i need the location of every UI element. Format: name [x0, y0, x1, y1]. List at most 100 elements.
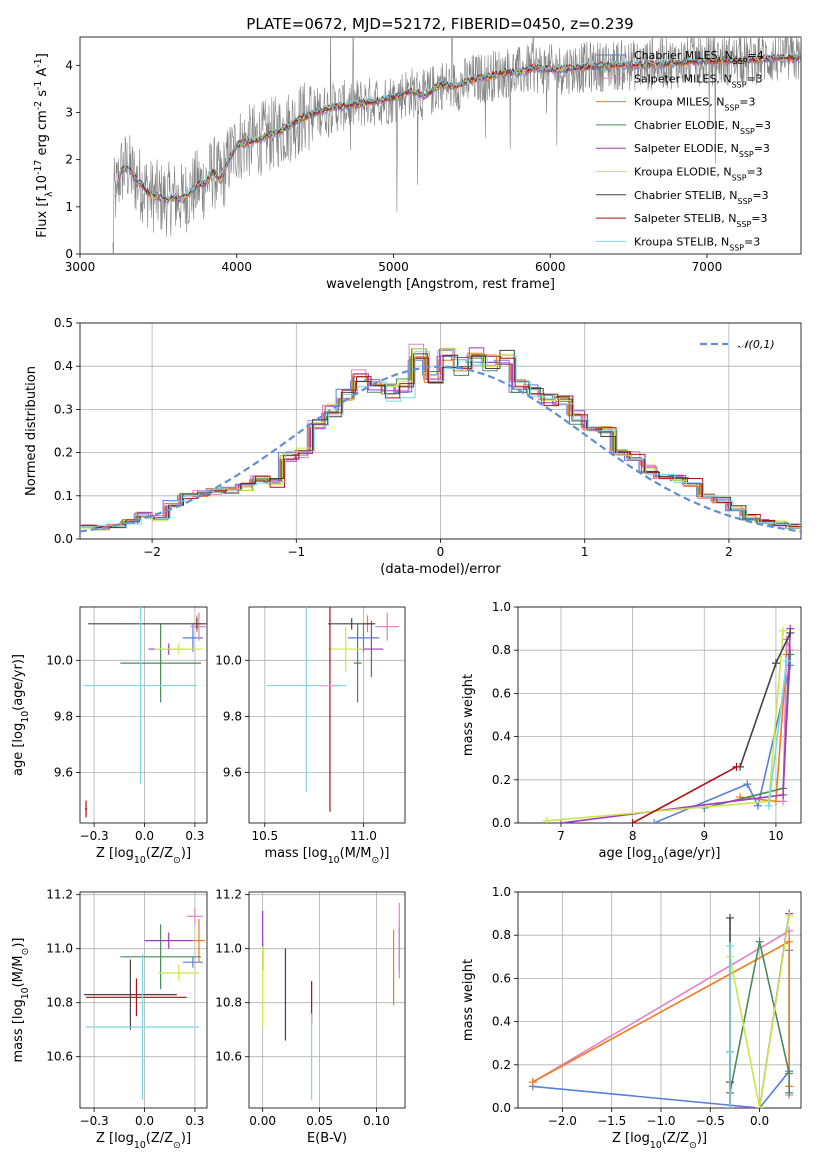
label-span: Salpeter ELODIE, N	[634, 142, 739, 155]
y-tick-label: 3	[65, 105, 73, 119]
weight-marker	[771, 797, 780, 806]
x-tick-label: 0.00	[249, 1114, 276, 1128]
y-tick-label: 0.4	[492, 1015, 511, 1029]
legend-label: Chabrier STELIB, NSSP=3	[634, 189, 769, 206]
weight-line	[546, 630, 784, 822]
x-axis-label: wavelength [Angstrom, rest frame]	[326, 277, 555, 292]
label-span: ⊙	[689, 1140, 697, 1151]
x-axis-label: Z [log10(Z/Z⊙)]	[612, 1131, 707, 1151]
label-span: SSP	[739, 150, 754, 159]
panel-residuals: −2 −1 0 1 2 0.0 0.1 0.2 0.3 0.4 0.5 (data-model)/er…	[24, 316, 802, 577]
label-span: mass weight	[461, 959, 476, 1041]
label-span: Z [log	[96, 1131, 134, 1146]
x-tick-label: 1	[581, 545, 589, 559]
label-span: E(B-V)	[307, 1131, 347, 1146]
plot-area	[266, 607, 400, 812]
axes-frame	[79, 36, 802, 255]
label-span: Z [log	[96, 846, 134, 861]
y-axis-label: age [log10(age/yr)]	[11, 654, 31, 776]
label-span: Kroupa MILES, N	[634, 96, 724, 109]
plot-area	[542, 624, 795, 823]
weight-marker	[785, 937, 794, 946]
y-tick-label: 11.0	[46, 942, 73, 956]
weight-marker	[726, 942, 735, 950]
label-span: SSP	[733, 57, 748, 66]
axes-frame	[248, 606, 406, 824]
y-tick-label: 0.4	[492, 730, 511, 744]
label-span: Salpeter MILES, N	[634, 72, 732, 85]
legend-label: Kroupa MILES, NSSP=3	[634, 96, 755, 113]
y-tick-label: 4	[65, 58, 73, 72]
legend-label: Salpeter ELODIE, NSSP=3	[634, 142, 770, 159]
label-span: Chabrier STELIB, N	[634, 189, 738, 202]
weight-marker	[782, 657, 791, 665]
y-tick-label: 11.0	[215, 942, 242, 956]
plot-area	[84, 607, 207, 818]
data-spectrum-line	[112, 37, 801, 254]
legend-label: Kroupa STELIB, NSSP=3	[634, 235, 760, 252]
y-tick-label: 0.6	[492, 686, 511, 700]
x-tick-label: 5000	[378, 260, 409, 274]
y-tick-label: 11.2	[215, 888, 242, 902]
label-span: Z [log	[612, 1131, 650, 1146]
plot-area	[528, 909, 794, 1108]
model-spectrum-line	[114, 52, 801, 202]
x-tick-label: 11.0	[350, 829, 377, 843]
label-span: 10	[650, 1140, 662, 1151]
label-span: SSP	[732, 80, 747, 89]
x-axis-label: mass [log10(M/M⊙)]	[265, 846, 390, 866]
x-tick-label: 0.0	[750, 1114, 769, 1128]
label-span: SSP	[736, 220, 751, 229]
label-span: s	[35, 90, 50, 101]
plot-area	[112, 37, 801, 254]
plot-area	[262, 902, 400, 1100]
weight-marker	[785, 911, 794, 920]
label-span: Chabrier ELODIE, N	[634, 119, 740, 132]
x-tick-label: 7	[557, 829, 565, 843]
label-span: mass weight	[461, 674, 476, 756]
x-tick-label: 3000	[65, 260, 96, 274]
x-tick-label: −1	[287, 545, 305, 559]
x-axis-label: Z [log10(Z/Z⊙)]	[96, 1131, 191, 1151]
figure-title: PLATE=0672, MJD=52172, FIBERID=0450, z=0…	[246, 15, 633, 33]
y-tick-label: 9.8	[54, 709, 73, 723]
label-span: 10	[328, 855, 340, 866]
label-span: =3	[751, 212, 767, 225]
panel-spectrum: 3000 4000 5000 6000 7000 0 1 2 3 4 wavelength [Ang…	[33, 36, 802, 292]
label-span: =3	[752, 189, 768, 202]
label-span: (data-model)/error	[380, 562, 501, 577]
label-span: ⊙	[173, 1140, 181, 1151]
label-span: (Z/Z	[662, 1131, 689, 1146]
label-span: =3	[746, 166, 762, 179]
label-span: A	[35, 68, 50, 81]
weight-marker	[726, 1104, 735, 1108]
y-axis-label: mass [log10(M/M⊙)]	[11, 938, 31, 1063]
y-tick-label: 1.0	[492, 885, 511, 899]
label-span: age [log	[599, 846, 652, 861]
label-span: ⊙	[371, 855, 379, 866]
panel-mass_vs_Z: −0.3 0.0 0.310.610.811.011.2Z [log10(Z/Z⊙)…	[11, 888, 208, 1151]
y-tick-label: 0.6	[492, 971, 511, 985]
y-tick-label: 0.2	[54, 446, 73, 460]
label-span: SSP	[738, 196, 753, 205]
label-span: SSP	[740, 126, 755, 135]
weight-line	[632, 766, 737, 823]
y-tick-label: 10.0	[46, 653, 73, 667]
x-tick-label: −0.3	[80, 1114, 109, 1128]
y-tick-label: 9.8	[223, 709, 242, 723]
x-axis-label: Z [log10(Z/Z⊙)]	[96, 846, 191, 866]
y-axis-label: mass weight	[461, 674, 476, 756]
x-tick-label: 0	[437, 545, 445, 559]
label-span: SSP	[729, 243, 744, 252]
label-span: =3	[746, 72, 762, 85]
label-span: )]	[181, 1131, 191, 1146]
panel-weight_vs_Z: −2.0 −1.5 −1.0 −0.5 0.0 0.0 0.2 0.4 0.6 0.8 1.0 Z […	[461, 885, 802, 1151]
label-span: (M/M	[11, 956, 26, 988]
weight-marker	[650, 819, 659, 823]
x-tick-label: 0.10	[363, 1114, 390, 1128]
label-span: SSP	[732, 173, 747, 182]
label-span: mass [log	[11, 999, 26, 1062]
label-span: =3	[744, 235, 760, 248]
label-span: (Z/Z	[146, 1131, 173, 1146]
